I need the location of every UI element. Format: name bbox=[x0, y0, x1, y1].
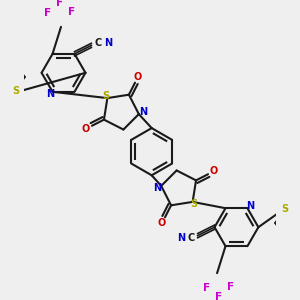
Text: F: F bbox=[215, 292, 222, 300]
Text: F: F bbox=[227, 282, 234, 292]
Text: S: S bbox=[12, 85, 19, 95]
Text: O: O bbox=[210, 166, 218, 176]
Text: C: C bbox=[94, 38, 102, 48]
Text: F: F bbox=[56, 0, 63, 8]
Text: F: F bbox=[44, 8, 51, 18]
Text: N: N bbox=[153, 183, 161, 193]
Text: O: O bbox=[134, 72, 142, 82]
Text: N: N bbox=[104, 38, 112, 48]
Text: O: O bbox=[158, 218, 166, 228]
Text: N: N bbox=[177, 233, 185, 243]
Text: S: S bbox=[102, 91, 109, 100]
Text: O: O bbox=[82, 124, 90, 134]
Text: S: S bbox=[281, 205, 288, 214]
Text: N: N bbox=[246, 201, 254, 211]
Text: F: F bbox=[203, 283, 211, 293]
Text: F: F bbox=[68, 7, 75, 17]
Text: N: N bbox=[46, 89, 54, 99]
Text: S: S bbox=[191, 200, 198, 209]
Text: N: N bbox=[139, 107, 147, 117]
Text: C: C bbox=[187, 233, 195, 243]
